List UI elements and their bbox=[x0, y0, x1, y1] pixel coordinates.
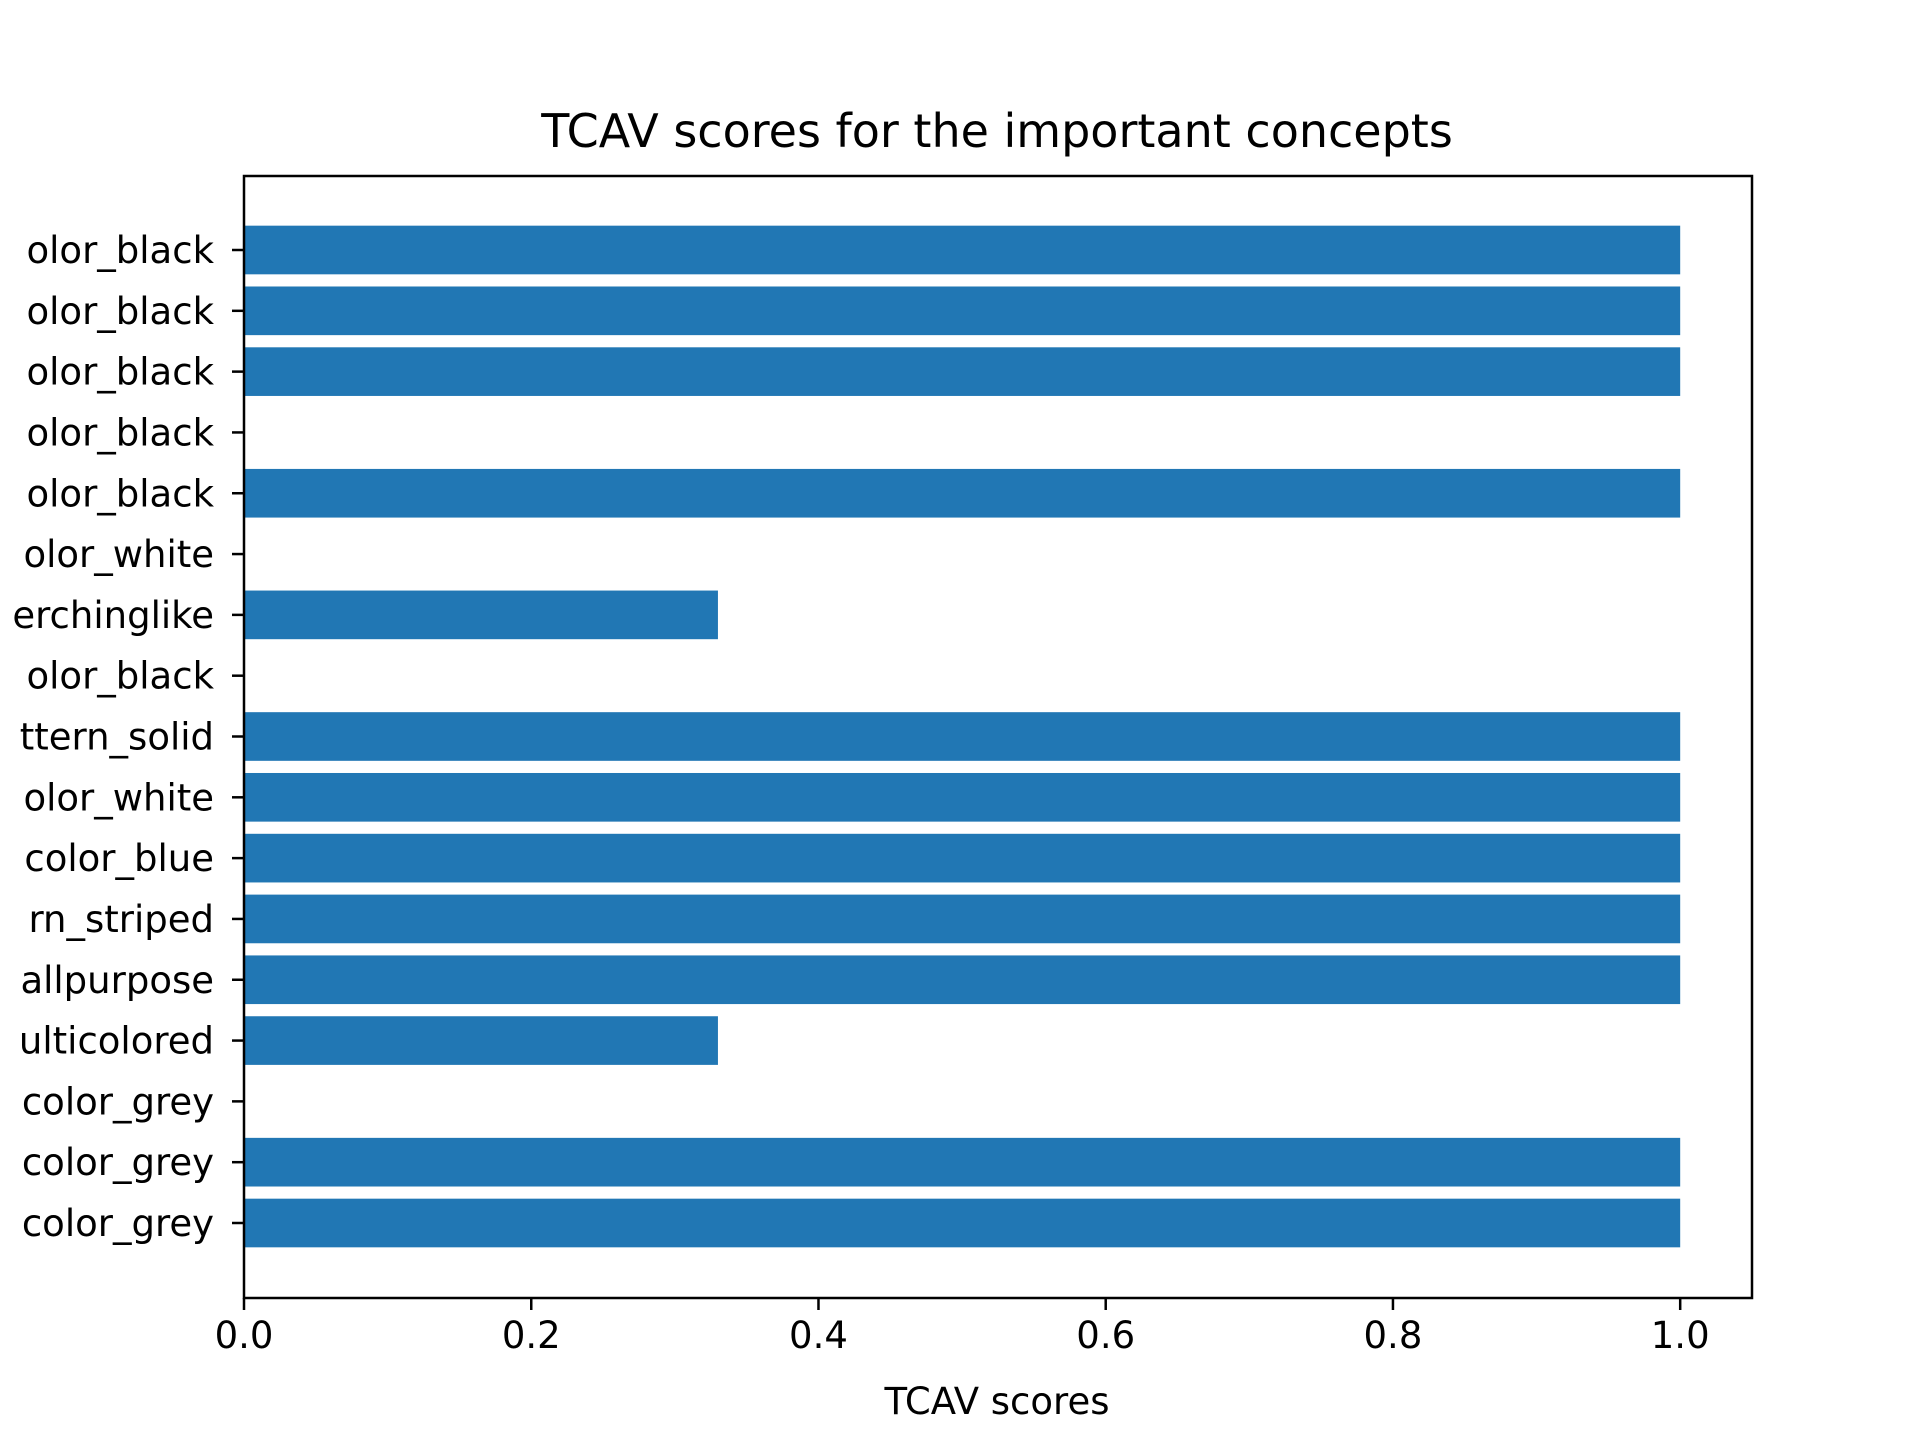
y-tick-label: ulticolored bbox=[19, 1020, 214, 1063]
y-tick-label: olor_black bbox=[27, 229, 215, 272]
bar bbox=[244, 955, 1681, 1005]
y-tick-label: color_grey bbox=[22, 1202, 214, 1245]
y-tick-label: color_grey bbox=[22, 1080, 214, 1123]
bar bbox=[244, 1198, 1681, 1248]
bar bbox=[244, 894, 1681, 944]
x-tick-label: 0.2 bbox=[502, 1314, 561, 1357]
y-tick-label: color_blue bbox=[24, 837, 214, 880]
x-axis: 0.0 0.2 0.4 0.6 0.8 1.0 bbox=[215, 1298, 1710, 1357]
y-tick-label: olor_black bbox=[27, 351, 215, 394]
bar bbox=[244, 347, 1681, 396]
bar bbox=[244, 712, 1681, 761]
x-axis-label: TCAV scores bbox=[884, 1380, 1110, 1423]
bar bbox=[244, 225, 1681, 275]
bar bbox=[244, 1137, 1681, 1187]
x-tick-label: 0.4 bbox=[789, 1314, 848, 1357]
bar bbox=[244, 468, 1681, 518]
x-tick-label: 0.0 bbox=[215, 1314, 274, 1357]
y-tick-label: olor_black bbox=[27, 411, 215, 454]
y-tick-label: olor_white bbox=[23, 533, 214, 576]
y-tick-label: color_grey bbox=[22, 1141, 214, 1184]
bar bbox=[244, 1016, 718, 1065]
plot-frame bbox=[242, 174, 1754, 1300]
bar bbox=[244, 286, 1681, 336]
x-tick-label: 0.6 bbox=[1076, 1314, 1135, 1357]
bar bbox=[244, 772, 1681, 822]
y-tick-label: olor_black bbox=[27, 472, 215, 515]
y-tick-label: olor_white bbox=[23, 776, 214, 819]
x-tick-label: 1.0 bbox=[1651, 1314, 1710, 1357]
y-tick-label: allpurpose bbox=[20, 959, 214, 1002]
y-tick-label: rn_striped bbox=[28, 898, 214, 941]
y-axis: olor_black olor_black olor_black olor_black… bbox=[12, 229, 244, 1245]
y-tick-label: olor_black bbox=[27, 290, 215, 333]
x-tick-label: 0.8 bbox=[1364, 1314, 1423, 1357]
y-tick-label: erchinglike bbox=[12, 594, 214, 637]
bars-layer bbox=[244, 225, 1681, 1248]
bar bbox=[244, 833, 1681, 883]
y-tick-label: ttern_solid bbox=[20, 716, 214, 759]
y-tick-label: olor_black bbox=[27, 655, 215, 698]
bar bbox=[244, 590, 718, 640]
chart-title: TCAV scores for the important concepts bbox=[540, 104, 1453, 158]
